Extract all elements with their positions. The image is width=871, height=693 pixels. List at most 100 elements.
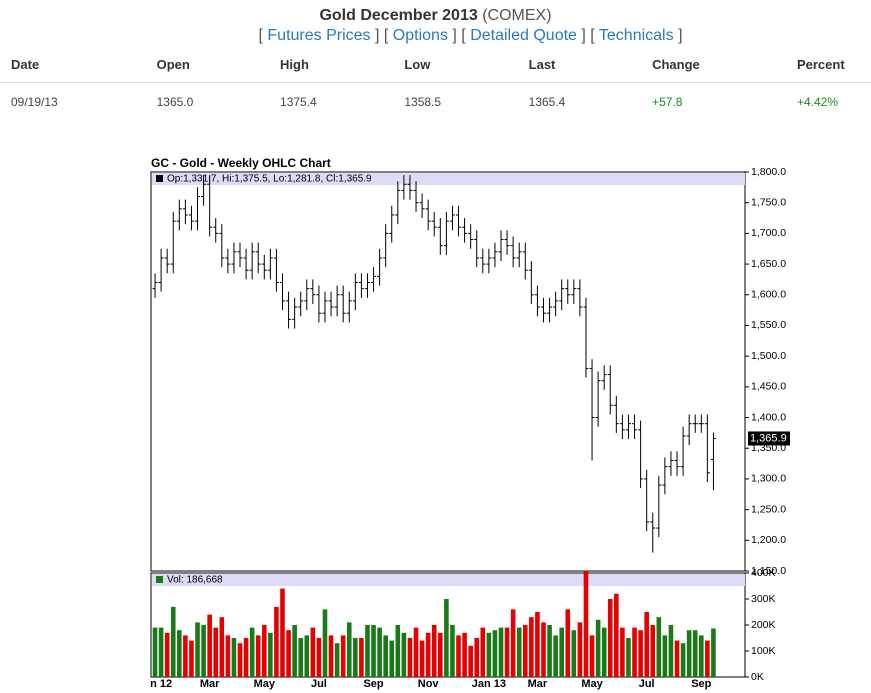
table-row: 09/19/13 1365.0 1375.4 1358.5 1365.4 +57.8 +4.… <box>0 83 871 122</box>
exchange: (COMEX) <box>482 7 552 24</box>
cell: 1375.4 <box>280 95 317 109</box>
y-tick-label: 1,650.0 <box>751 258 786 270</box>
volume-bar <box>516 627 522 677</box>
nav-link[interactable]: Options <box>392 27 448 44</box>
volume-bar <box>692 630 698 677</box>
y-tick-label: 100K <box>751 645 776 657</box>
volume-bar <box>431 625 437 677</box>
cell: 1365.4 <box>528 95 566 109</box>
y-tick-label: 0K <box>751 671 764 683</box>
volume-bar <box>225 635 231 677</box>
volume-bar <box>219 617 225 677</box>
volume-bar <box>510 609 516 677</box>
volume-bar <box>322 609 328 677</box>
bracket: ] <box>678 27 683 44</box>
cell: 1358.5 <box>404 95 442 109</box>
bracket: [ <box>590 27 595 44</box>
volume-bar <box>170 606 176 677</box>
column-header: Date <box>0 46 146 83</box>
x-tick-label: Jul <box>311 678 327 690</box>
column-header: Last <box>517 46 642 83</box>
legend-band <box>152 173 745 185</box>
volume-bar <box>632 627 637 677</box>
x-tick-label: n 12 <box>150 678 172 690</box>
volume-bar <box>595 619 601 677</box>
column-header: Low <box>393 46 518 83</box>
last-price-tag <box>748 431 790 446</box>
y-tick-label: 200K <box>751 619 776 631</box>
x-tick-label: Sep <box>691 678 711 690</box>
volume-bar <box>158 627 164 677</box>
volume-bar <box>413 627 419 677</box>
volume-bar <box>680 643 686 677</box>
x-tick-label: Nov <box>418 678 440 690</box>
volume-bar <box>164 632 170 677</box>
volume-bar <box>328 635 334 677</box>
nav-link[interactable]: Detailed Quote <box>470 27 577 44</box>
volume-bar <box>419 640 425 677</box>
x-tick-label: Jul <box>639 678 655 690</box>
y-tick-label: 1,400.0 <box>751 411 786 423</box>
quote-table: Date Open High Low Last Change Percent 09/19/13… <box>0 46 871 121</box>
volume-bar <box>668 625 674 677</box>
nav-link[interactable]: Technicals <box>598 27 674 44</box>
volume-bar <box>310 627 316 677</box>
bracket: [ <box>383 27 389 44</box>
volume-bar <box>644 612 649 677</box>
volume-bar <box>522 625 528 677</box>
title: Gold December 2013 <box>319 7 478 24</box>
nav-link[interactable]: Futures Prices <box>267 27 371 44</box>
volume-bar <box>638 630 643 677</box>
volume-bar <box>626 638 631 677</box>
y-tick-label: 1,600.0 <box>751 289 786 301</box>
y-tick-label: 1,550.0 <box>751 319 786 331</box>
last-price-label: 1,365.9 <box>750 432 787 444</box>
volume-bar <box>371 625 376 677</box>
volume-bar <box>444 599 449 677</box>
bracket: ] <box>452 27 457 44</box>
volume-bar <box>456 635 461 677</box>
volume-bar <box>529 617 534 677</box>
column-header: Open <box>145 46 270 83</box>
chart-title: GC - Gold - Weekly OHLC Chart <box>151 156 331 170</box>
column-header: Change <box>641 46 786 83</box>
x-tick-label: Jan 13 <box>472 678 506 690</box>
volume-bar <box>407 638 413 677</box>
volume-bar <box>280 588 285 677</box>
volume-bar <box>711 628 716 677</box>
volume-bar <box>620 627 625 677</box>
volume-bar <box>650 625 656 677</box>
y-tick-label: 1,250.0 <box>751 503 786 515</box>
volume-bar <box>450 625 455 677</box>
volume-bar <box>152 627 158 677</box>
volume-bar <box>213 627 219 677</box>
y-tick-label: 1,750.0 <box>751 196 786 208</box>
volume-bar <box>359 638 364 677</box>
bracket: ] <box>581 27 586 44</box>
volume-bar <box>268 632 273 677</box>
cell: +4.42% <box>796 95 838 109</box>
volume-bar <box>662 635 668 677</box>
bracket: [ <box>258 27 263 44</box>
volume-bar <box>686 630 692 677</box>
volume-bar <box>395 625 401 677</box>
volume-bar <box>195 622 200 677</box>
y-tick-label: 1,150.0 <box>751 565 786 577</box>
volume-bar <box>389 640 395 677</box>
volume-bar <box>255 635 261 677</box>
cell: 09/19/13 <box>11 95 58 109</box>
column-header: High <box>269 46 394 83</box>
volume-bar <box>274 606 279 677</box>
volume-bar <box>474 638 480 677</box>
volume-bar <box>316 638 322 677</box>
volume-bar <box>468 645 473 677</box>
volume-bar <box>177 630 182 677</box>
volume-bar <box>705 640 710 677</box>
volume-bar <box>425 632 431 677</box>
y-tick-label: 1,200.0 <box>751 534 786 546</box>
bracket: [ <box>461 27 466 44</box>
volume-bar <box>304 635 310 677</box>
y-tick-label: 400K <box>751 567 776 579</box>
volume-bar <box>383 635 388 677</box>
